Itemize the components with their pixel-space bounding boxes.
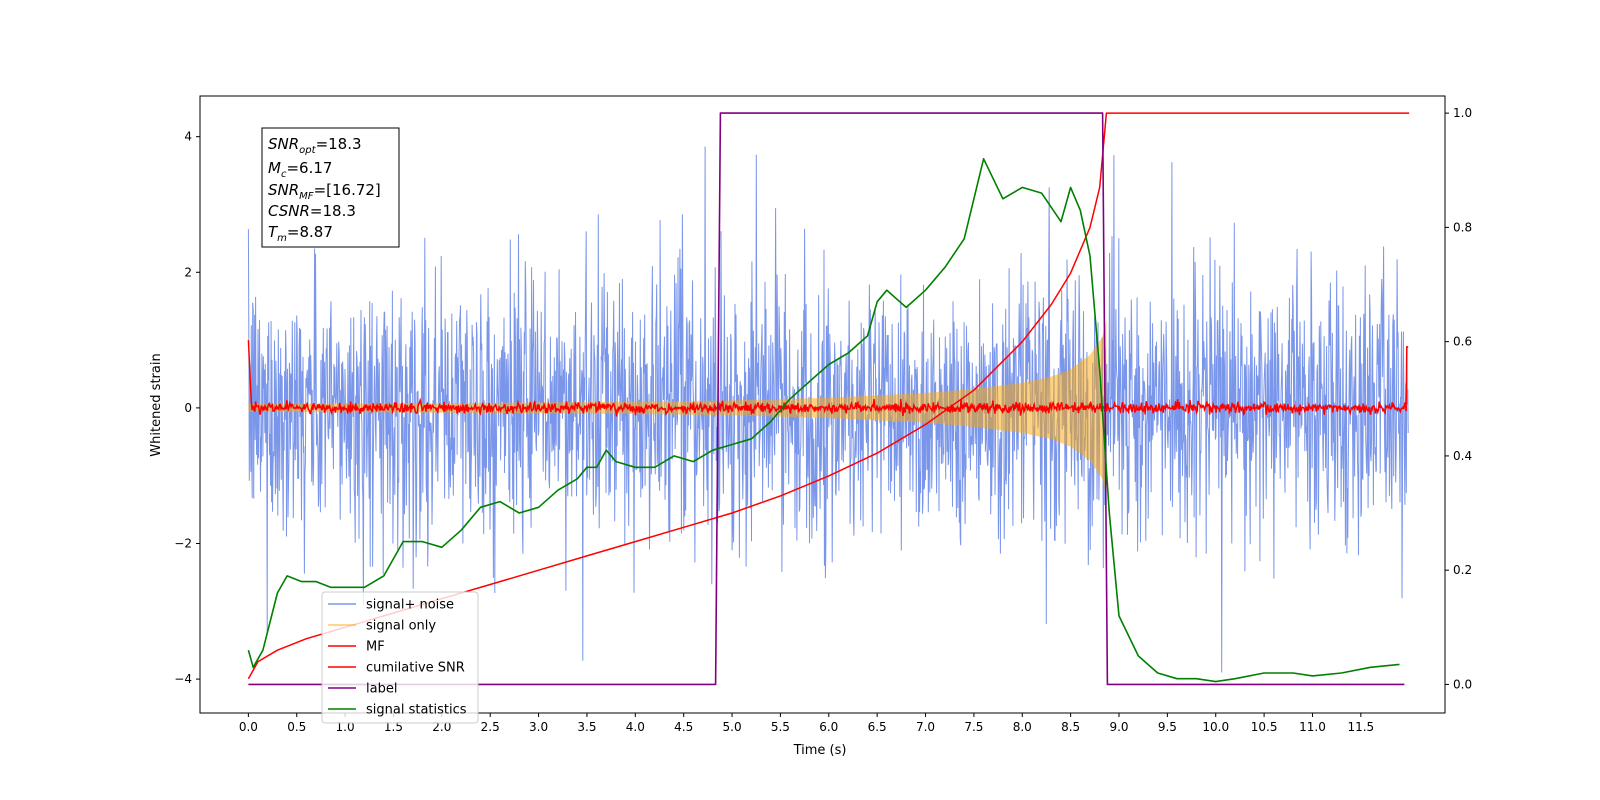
plot-frame [199,95,1446,714]
legend-label: signal statistics [366,703,467,718]
legend-frame [321,591,479,724]
x-tick-label: 3.0 [529,720,548,734]
legend-label: signal only [366,619,436,634]
y-right-tick-label: 0.4 [1453,449,1472,463]
info-tm: Tm=8.87 [268,223,333,244]
info-box-frame [261,127,400,248]
x-axis-label: Time (s) [793,743,847,758]
y-left-tick-label: 2 [184,265,192,279]
series-mf [247,340,1409,417]
y-left-tick-label: 4 [184,130,192,144]
legend-label: cumilative SNR [366,661,465,676]
x-tick-label: 6.0 [819,720,838,734]
x-tick-label: 5.0 [723,720,742,734]
x-tick-label: 10.5 [1251,720,1278,734]
x-tick-label: 0.5 [287,720,306,734]
y-right-tick-label: 1.0 [1453,106,1472,120]
y-right-tick-label: 0.2 [1453,563,1472,577]
legend-label: signal+ noise [366,598,454,613]
x-tick-label: 5.5 [771,720,790,734]
x-tick-label: 2.5 [481,720,500,734]
y-right-tick-label: 0.0 [1453,677,1472,691]
legend-label: label [366,682,397,697]
y-left-tick-label: −2 [174,536,192,550]
series-signal-noise [247,146,1409,673]
x-tick-label: 3.5 [577,720,596,734]
info-box: SNRopt=18.3 Mc=6.17 SNRMF=[16.72] CSNR=1… [261,127,400,248]
x-tick-label: 11.0 [1299,720,1326,734]
y-left-tick-label: 0 [184,401,192,415]
y-right-tick-label: 0.6 [1453,335,1472,349]
y-axis-label: Whitened strain [149,353,164,456]
x-tick-label: 6.5 [868,720,887,734]
x-tick-label: 9.5 [1158,720,1177,734]
y-left-tick-label: −4 [174,672,192,686]
series-signal-statistics [247,158,1400,683]
info-snr-opt: SNRopt=18.3 [268,135,362,156]
legend: signal+ noise signal only MF cumilative SNR… [321,591,479,724]
info-mc: Mc=6.17 [268,159,332,180]
x-tick-label: 0.0 [239,720,258,734]
y-right-tick-label: 0.8 [1453,220,1472,234]
x-tick-label: 7.0 [916,720,935,734]
x-tick-label: 4.5 [674,720,693,734]
info-csnr: CSNR=18.3 [268,202,356,220]
x-tick-label: 11.5 [1347,720,1374,734]
x-tick-label: 10.0 [1202,720,1229,734]
legend-label: MF [366,640,385,655]
x-tick-label: 9.0 [1109,720,1128,734]
info-snr-mf: SNRMF=[16.72] [268,181,381,202]
x-tick-label: 8.5 [1061,720,1080,734]
series-label [248,112,1405,686]
x-tick-label: 7.5 [964,720,983,734]
x-tick-label: 8.0 [1013,720,1032,734]
x-tick-label: 4.0 [626,720,645,734]
